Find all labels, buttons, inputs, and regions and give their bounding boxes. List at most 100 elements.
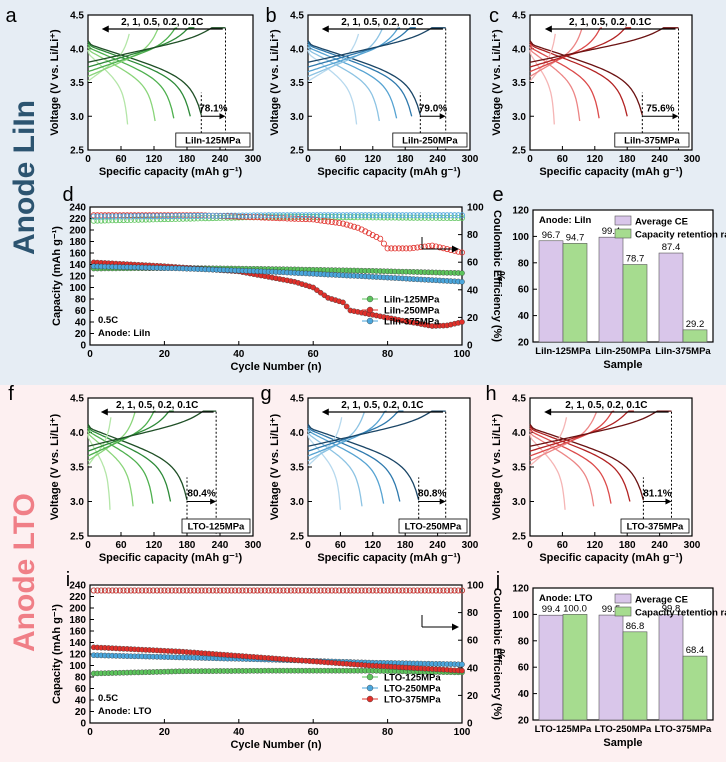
y-tick-label: 4.0 [290,428,304,439]
ce-point [191,212,198,219]
y2-tick-label: 0 [467,719,473,730]
ce-point [205,587,212,594]
ce-point [380,587,387,594]
bar-average-ce [658,252,684,343]
y-tick-label: 60 [518,663,530,674]
y-tick-label: 120 [512,206,529,217]
ce-point [410,587,417,594]
x-tick-label: 300 [245,154,262,165]
legend-label: LiIn-375MPa [384,317,440,328]
chart-h: 0 60 120 180 240 300 2.5 3.0 3.5 4.0 4.5 Specific c… [491,394,701,565]
charge-curve-2 [307,27,401,73]
ce-point [310,587,317,594]
panel-letter-j: j [495,569,500,591]
ce-point [172,212,179,219]
x-tick-label: 300 [684,540,701,551]
ce-point [243,212,250,219]
ce-point [179,212,186,219]
bar-retention [622,631,648,721]
ce-point [220,587,227,594]
ce-point [302,212,309,219]
ce-point [455,587,462,594]
charge-curve-4 [529,27,679,63]
sample-label: LTO-375MPa [627,522,684,533]
bar-value-label: 94.7 [566,232,585,243]
bar-value-label: 86.8 [626,621,645,632]
ce-point [325,587,332,594]
ce-point [198,587,205,594]
y2-tick-label: 80 [467,608,479,619]
y-tick-label: 180 [69,237,86,248]
discharge-curve-4 [87,40,202,116]
discharge-curve-1 [529,46,581,122]
x-axis-label: Specific capacity (mAh g⁻¹) [317,552,461,564]
ce-point [168,215,175,222]
bar-retention [562,243,588,343]
ce-point [365,212,372,219]
y2-axis-label: Coulombic Efficiency (%) [491,210,503,342]
legend-swatch [614,215,632,226]
ce-point [458,249,465,256]
ce-point [310,216,317,223]
ce-point [418,587,425,594]
ce-point [436,244,443,251]
rate-label: 2, 1, 0.5, 0.2, 0.1C [569,17,651,28]
capacity-point [343,303,350,310]
ce-point [284,587,291,594]
retention-label: 75.6% [646,103,674,114]
y-tick-label: 240 [69,581,86,592]
charge-curve-4 [307,27,446,63]
ce-point [380,240,387,247]
x-tick-label: 80 [382,727,394,738]
sample-label: LTO-250MPa [405,522,462,533]
capacity-point [459,270,465,276]
x-tick-label: 180 [179,540,196,551]
rate-note: 0.5C [98,693,118,704]
discharge-curve-0 [529,49,555,125]
sample-box [175,132,251,148]
x-axis-label: Specific capacity (mAh g⁻¹) [539,166,683,178]
legend-marker [366,684,374,692]
y-tick-label: 2.5 [290,146,304,157]
ce-point [332,212,339,219]
ce-point [142,587,149,594]
y-axis-label: Capacity (mAh g⁻¹) [51,226,63,326]
capacity-point [459,667,465,674]
ce-point [391,212,398,219]
plot-frame [89,584,463,724]
ce-point [287,212,294,219]
ce-point [153,216,160,223]
x-tick-label: 120 [146,540,163,551]
x-axis-label: Cycle Number (n) [230,361,321,373]
panel-letter-g: g [260,383,271,405]
ce-point [451,212,458,219]
ce-point [336,587,343,594]
ce-point [403,587,410,594]
ce-point [317,587,324,594]
rate-arrowhead [321,408,329,416]
bar-value-label: 78.7 [626,254,645,265]
ce-point [272,587,279,594]
rate-label: 2, 1, 0.5, 0.2, 0.1C [565,400,647,411]
legend-label: Average CE [635,217,688,228]
ce-point [328,587,335,594]
ce-point [250,214,257,221]
panel-letter-d: d [62,184,73,206]
y-axis-label: Voltage (V vs. Li/Li⁺) [491,413,503,520]
y-tick-label: 140 [69,638,86,649]
y-tick-label: 4.0 [290,44,304,55]
ce-point [377,235,384,242]
x-tick-label: 120 [364,154,381,165]
retention-label: 80.4% [187,489,215,500]
discharge-curve-4 [529,40,643,116]
sample-box [392,132,468,148]
ce-point [362,212,369,219]
ce-point [135,216,142,223]
ce-point [254,212,261,219]
ce-point [377,212,384,219]
panel-letter-f: f [8,383,14,405]
ce-point [142,216,149,223]
x-tick-label: 20 [159,349,171,360]
ce-point [321,217,328,224]
